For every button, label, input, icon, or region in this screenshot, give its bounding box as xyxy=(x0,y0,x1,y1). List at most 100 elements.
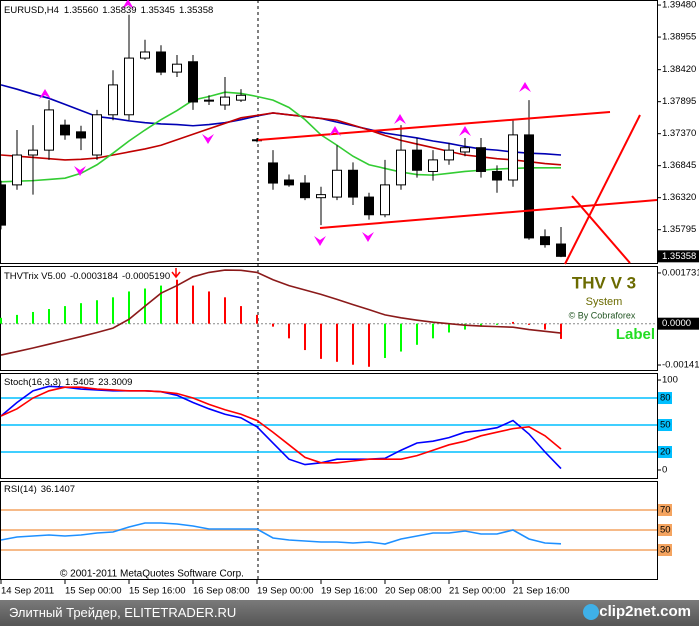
histogram-bar xyxy=(224,297,226,324)
histogram-bar xyxy=(256,314,258,324)
footer-bar: Элитный Трейдер, ELITETRADER.RU clip2net… xyxy=(0,600,699,626)
candle-body xyxy=(140,51,150,59)
candle-body xyxy=(364,196,374,216)
histogram-bar xyxy=(560,323,562,339)
y-tick-label: 1.35795 xyxy=(662,224,696,235)
terminal-chart: EURUSD,H4 1.35560 1.35839 1.35345 1.35358 TH… xyxy=(0,0,699,597)
tick-box xyxy=(658,317,699,330)
x-tick-label: 21 Sep 16:00 xyxy=(513,586,570,597)
histogram-bar xyxy=(432,323,434,339)
histogram-bar xyxy=(112,297,114,324)
histogram-bar xyxy=(384,323,386,358)
brand-sub: System xyxy=(586,296,623,308)
level-label: 20 xyxy=(660,447,671,458)
y-tick-label: 100 xyxy=(662,375,678,386)
candle-body xyxy=(28,149,38,156)
histogram-bar xyxy=(304,323,306,351)
brand-title: THV V 3 xyxy=(572,273,636,292)
level-label: 50 xyxy=(660,420,671,431)
x-tick-label: 15 Sep 16:00 xyxy=(129,586,186,597)
y-tick-label: 0.0000 xyxy=(662,318,691,329)
candle-body xyxy=(380,184,390,216)
level-label: 80 xyxy=(660,393,671,404)
footer-logo: clip2net.com xyxy=(599,603,691,620)
x-tick-label: 19 Sep 16:00 xyxy=(321,586,378,597)
histogram-bar xyxy=(32,311,34,324)
candle-body xyxy=(556,243,566,257)
candle-body xyxy=(508,134,518,181)
y-tick-label: 0 xyxy=(662,465,667,476)
level-box xyxy=(658,419,672,432)
histogram-bar xyxy=(544,323,546,330)
y-tick-label: 1.36845 xyxy=(662,160,696,171)
candle-body xyxy=(76,131,86,139)
candle-body xyxy=(444,149,454,161)
y-tick-label: 1.37895 xyxy=(662,96,696,107)
price-header: EURUSD,H4 1.35560 1.35839 1.35345 1.35358 xyxy=(4,5,213,16)
trix-header: THVTrix V5.00 -0.0003184 -0.0005190 xyxy=(4,271,170,282)
x-tick-label: 19 Sep 00:00 xyxy=(257,586,314,597)
logo-icon xyxy=(583,604,599,620)
histogram-bar xyxy=(208,291,210,324)
histogram-bar xyxy=(176,279,178,324)
candle-body xyxy=(0,184,6,226)
current-price: 1.35358 xyxy=(662,251,696,262)
y-tick-label: 1.38420 xyxy=(662,64,696,75)
trend-lines xyxy=(257,111,658,265)
candle-body xyxy=(204,99,214,102)
y-tick-label: -0.00141 xyxy=(662,360,699,371)
candle-body xyxy=(348,169,358,198)
brand-credit: © By Cobraforex xyxy=(569,310,636,320)
histogram-bar xyxy=(480,323,482,327)
indicator-line xyxy=(0,386,562,464)
moving-average xyxy=(0,112,562,166)
histogram-bar xyxy=(416,323,418,345)
level-box xyxy=(658,544,672,556)
x-tick-label: 14 Sep 2011 xyxy=(1,586,54,597)
candle-body xyxy=(188,61,198,103)
histogram-bar xyxy=(400,323,402,352)
candle-body xyxy=(540,236,550,246)
candle-body xyxy=(316,194,326,199)
histogram-bar xyxy=(496,323,498,325)
indicator-line xyxy=(0,385,562,470)
candle-body xyxy=(396,149,406,186)
histogram-bar xyxy=(320,323,322,359)
y-tick-label: 1.37370 xyxy=(662,128,696,139)
histogram-bar xyxy=(192,285,194,324)
candle-body xyxy=(524,134,534,239)
candle-body xyxy=(284,179,294,186)
fractal-arrows xyxy=(39,0,531,246)
candle-body xyxy=(492,170,502,181)
histogram-bar xyxy=(16,314,18,324)
x-tick-label: 20 Sep 08:00 xyxy=(385,586,442,597)
level-box xyxy=(658,504,672,516)
candle-body xyxy=(460,147,470,153)
histogram-bar xyxy=(528,323,530,325)
level-label: 30 xyxy=(660,545,671,556)
histogram-bar xyxy=(48,309,50,324)
candle-body xyxy=(92,114,102,156)
candle-body xyxy=(108,84,118,116)
candle-body xyxy=(268,162,278,184)
y-tick-label: 1.38955 xyxy=(662,32,696,43)
x-tick-label: 15 Sep 00:00 xyxy=(65,586,122,597)
candle-body xyxy=(60,124,70,136)
histogram-bar xyxy=(368,323,370,367)
price-box xyxy=(658,250,699,263)
plot-layer xyxy=(0,14,657,551)
histogram-bar xyxy=(272,323,274,327)
level-box xyxy=(658,392,672,405)
histogram-bar xyxy=(512,321,514,324)
level-label: 50 xyxy=(660,525,671,536)
candle-body xyxy=(124,57,134,116)
y-tick-label: 0.001731 xyxy=(662,267,699,278)
x-tick-label: 21 Sep 00:00 xyxy=(449,586,506,597)
histogram-bar xyxy=(448,323,450,333)
histogram-bar xyxy=(240,306,242,324)
histogram-bar xyxy=(336,323,338,362)
candle-body xyxy=(156,51,166,73)
histogram-bar xyxy=(64,306,66,324)
copyright: © 2001-2011 MetaQuotes Software Corp. xyxy=(60,569,244,580)
signal-line xyxy=(0,269,562,356)
